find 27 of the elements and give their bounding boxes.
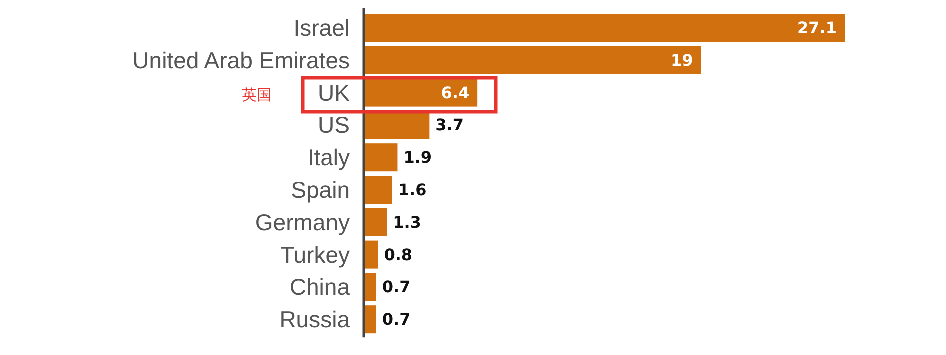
y-tick-label: US bbox=[318, 112, 350, 138]
bar bbox=[364, 176, 392, 204]
bar bbox=[364, 78, 478, 107]
data-label: 0.7 bbox=[382, 310, 411, 330]
bar bbox=[364, 208, 388, 236]
data-label: 1.6 bbox=[398, 180, 427, 200]
data-label: 1.3 bbox=[393, 212, 422, 232]
data-label: 0.8 bbox=[384, 245, 413, 264]
data-label: 27.1 bbox=[798, 18, 837, 38]
y-tick-label: UK bbox=[318, 80, 351, 106]
y-tick-label: United Arab Emirates bbox=[132, 47, 350, 74]
y-tick-label: Russia bbox=[280, 306, 350, 333]
y-tick-label: Germany bbox=[255, 209, 350, 236]
data-label: 0.7 bbox=[382, 278, 411, 297]
data-label: 6.4 bbox=[441, 83, 470, 102]
y-tick-label: Spain bbox=[291, 177, 350, 203]
data-label: 3.7 bbox=[436, 116, 464, 135]
y-tick-label: Italy bbox=[308, 144, 350, 171]
text: 英国 bbox=[242, 86, 272, 104]
y-tick-label: China bbox=[290, 274, 350, 300]
data-label: 19 bbox=[670, 50, 694, 70]
y-tick-label: Turkey bbox=[280, 242, 350, 268]
data-label: 1.9 bbox=[404, 148, 432, 168]
bar bbox=[364, 46, 702, 74]
bar bbox=[364, 14, 845, 42]
y-tick-label: Israel bbox=[294, 15, 350, 41]
bar bbox=[364, 144, 398, 172]
